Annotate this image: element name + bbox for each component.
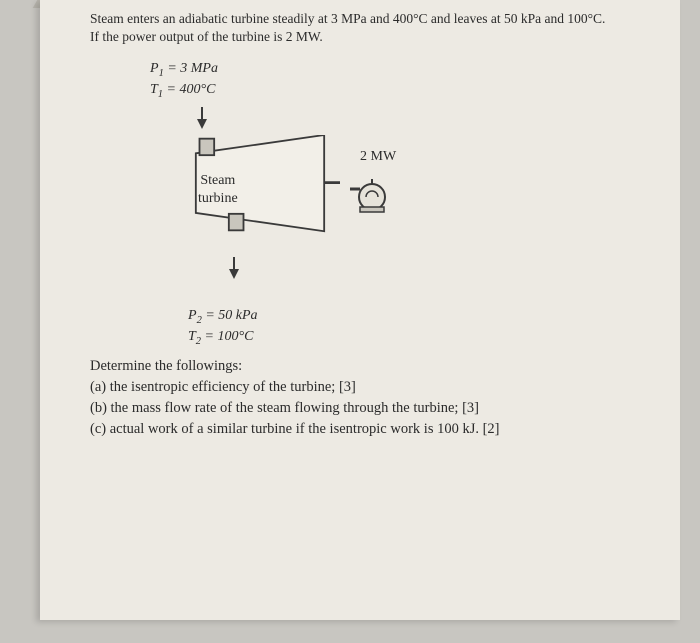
question-c: (c) actual work of a similar turbine if …: [90, 419, 650, 440]
turbine-label: Steam turbine: [198, 172, 238, 207]
page: Steam enters an adiabatic turbine steadi…: [40, 0, 680, 620]
problem-intro: Steam enters an adiabatic turbine steadi…: [90, 10, 650, 46]
power-output-label: 2 MW: [360, 149, 396, 165]
generator-icon: [350, 177, 390, 217]
intro-line2: If the power output of the turbine is 2 …: [90, 29, 323, 44]
turbine-diagram: Steam turbine 2 MW: [150, 107, 450, 307]
intro-line1: Steam enters an adiabatic turbine steadi…: [90, 11, 605, 26]
question-b: (b) the mass flow rate of the steam flow…: [90, 398, 650, 419]
outlet-conditions: P2 = 50 kPa T2 = 100°C: [188, 307, 650, 348]
outlet-arrow-icon: [224, 257, 244, 290]
inlet-conditions: P1 = 3 MPa T1 = 400°C: [150, 60, 650, 101]
determine-heading: Determine the followings:: [90, 356, 650, 377]
questions-block: Determine the followings: (a) the isentr…: [90, 356, 650, 440]
question-a: (a) the isentropic efficiency of the tur…: [90, 377, 650, 398]
